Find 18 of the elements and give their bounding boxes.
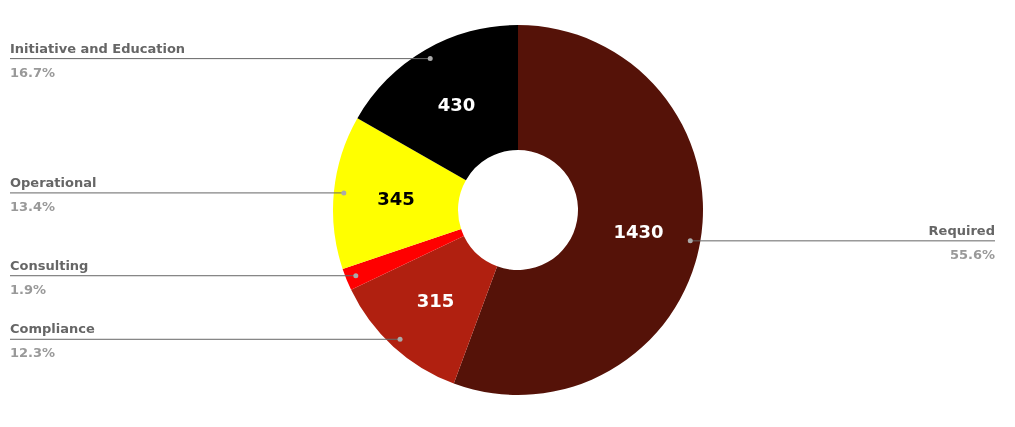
- text: 13.4%: [10, 198, 56, 214]
- data-label: 345: [377, 187, 415, 209]
- donut-slice: [342, 229, 464, 290]
- text: 55.6%: [949, 246, 995, 262]
- data-label: 430: [437, 93, 476, 115]
- slice-label: Required: [928, 222, 995, 238]
- donut-slice: [357, 25, 518, 181]
- slice-label: Initiative and Education: [10, 40, 186, 56]
- donut-slice: [351, 235, 498, 384]
- data-label: 315: [416, 290, 455, 311]
- donut-slice: [333, 118, 466, 269]
- text: 12.3%: [10, 345, 56, 361]
- data-label: 1430: [613, 221, 664, 243]
- slice-label: Operational: [10, 174, 97, 190]
- text: 1.9%: [10, 281, 47, 297]
- slice-label: Compliance: [10, 321, 95, 337]
- text: 16.7%: [10, 64, 56, 80]
- slice-label: Consulting: [10, 257, 89, 273]
